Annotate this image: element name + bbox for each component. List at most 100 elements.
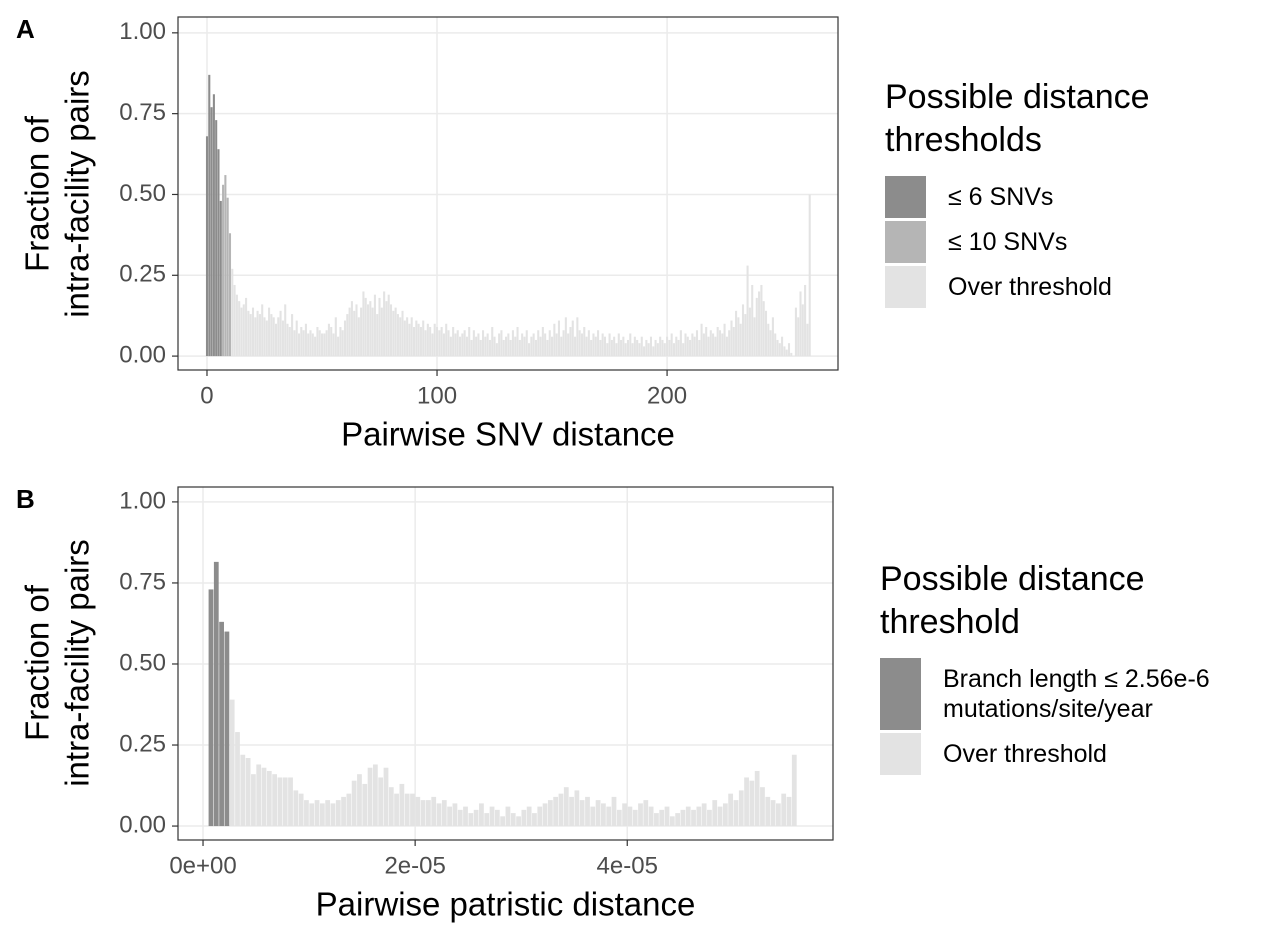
bar: [362, 783, 368, 827]
bar: [587, 330, 590, 357]
y-axis-title: Fraction of: [19, 115, 56, 272]
bar: [574, 790, 580, 827]
bar: [424, 330, 427, 357]
bar: [217, 149, 220, 357]
bar: [394, 793, 399, 827]
bar: [341, 330, 344, 357]
bar: [574, 336, 577, 357]
bar: [505, 806, 511, 827]
legend-key: [885, 176, 926, 218]
bar: [717, 806, 723, 827]
bar: [770, 800, 776, 827]
bar: [564, 317, 567, 357]
bar: [532, 333, 535, 357]
bar: [300, 327, 303, 357]
bar: [553, 323, 556, 357]
bar: [208, 589, 214, 827]
bar: [682, 343, 685, 357]
bar: [420, 800, 426, 827]
bar: [440, 327, 443, 357]
bar: [350, 301, 353, 357]
bar: [516, 327, 519, 357]
bar: [685, 806, 691, 827]
bar: [341, 796, 346, 827]
bar: [396, 314, 399, 357]
bar: [452, 327, 455, 357]
bar: [599, 339, 602, 357]
bar: [578, 330, 581, 357]
legend-label: Over threshold: [948, 273, 1112, 301]
bar: [675, 336, 678, 357]
bar: [288, 327, 291, 357]
bar: [615, 343, 618, 357]
bar: [463, 330, 466, 357]
legend: Possible distance threshold Branch length…: [880, 558, 1263, 778]
bar: [712, 333, 715, 357]
bar: [686, 336, 689, 357]
bar: [544, 333, 547, 357]
bar: [325, 800, 331, 827]
bar: [696, 806, 702, 827]
bar: [721, 333, 724, 357]
bar: [240, 307, 243, 357]
bar: [277, 777, 283, 827]
bar: [339, 327, 342, 357]
bar: [590, 806, 596, 827]
bar: [360, 307, 363, 357]
bar: [521, 333, 524, 357]
x-tick-label: 2e-05: [384, 852, 445, 879]
bar: [438, 330, 441, 357]
bar: [791, 754, 797, 827]
bar: [594, 336, 597, 357]
legend-item: Branch length ≤ 2.56e-6 mutations/site/y…: [880, 658, 1263, 730]
bar: [640, 336, 643, 357]
bar: [392, 310, 395, 357]
bar: [557, 320, 560, 357]
bar: [567, 333, 570, 357]
bar: [656, 343, 659, 357]
bar: [311, 333, 314, 357]
bar: [631, 343, 634, 357]
bar: [272, 774, 278, 827]
bar: [371, 307, 374, 357]
bar: [268, 307, 271, 357]
bar: [461, 333, 464, 357]
bar: [627, 806, 633, 827]
bar: [431, 796, 437, 827]
bar: [643, 346, 646, 357]
bar: [541, 327, 544, 357]
bar: [335, 800, 341, 827]
y-axis-title: intra-facility pairs: [59, 539, 96, 787]
bar: [555, 333, 558, 357]
bar: [222, 184, 225, 357]
bar: [316, 327, 319, 357]
bar: [337, 336, 340, 357]
bar: [669, 816, 675, 827]
bar: [783, 346, 786, 357]
bar: [332, 333, 335, 357]
bar: [592, 333, 595, 357]
bar: [493, 336, 496, 357]
bar: [579, 800, 585, 827]
bar: [463, 806, 468, 827]
bar: [576, 317, 579, 357]
bar: [730, 320, 733, 357]
bar: [219, 621, 224, 827]
bar: [319, 803, 325, 827]
bar: [265, 320, 268, 357]
bar: [613, 336, 616, 357]
bar: [274, 323, 278, 357]
bar: [774, 333, 777, 357]
bar: [629, 333, 632, 357]
bar: [498, 333, 501, 357]
bar: [494, 809, 500, 827]
bar: [295, 320, 298, 357]
bar: [410, 793, 415, 827]
bar: [343, 320, 347, 357]
bar: [245, 757, 251, 827]
bar: [677, 339, 680, 357]
y-tick-label: 0.75: [119, 568, 166, 595]
bar: [569, 327, 572, 357]
bar: [601, 803, 606, 827]
bar: [563, 787, 569, 827]
